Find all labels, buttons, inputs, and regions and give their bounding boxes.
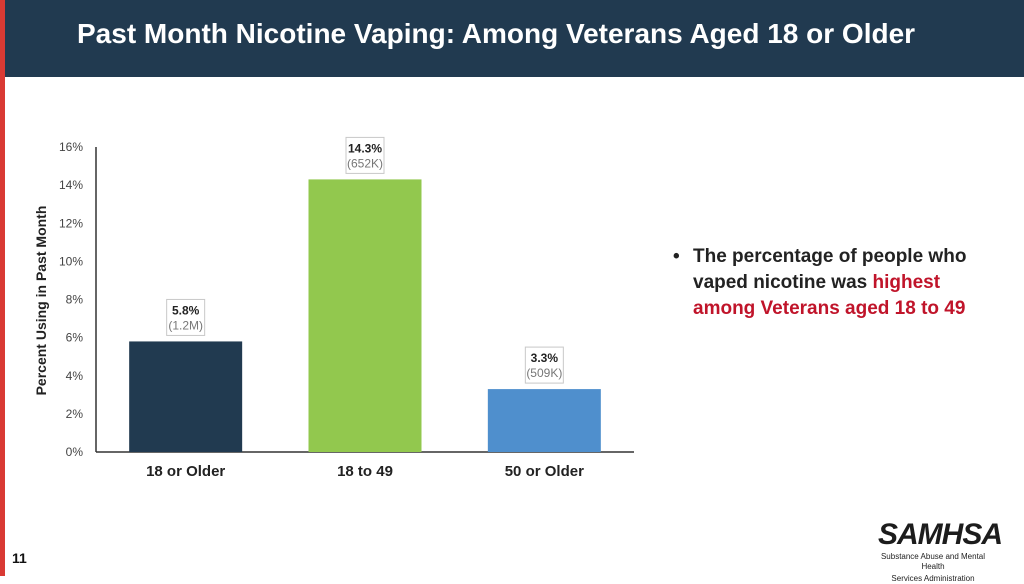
data-label-count: (1.2M) <box>168 318 203 332</box>
data-label-box <box>345 136 385 174</box>
y-tick-label: 12% <box>59 216 83 230</box>
accent-stripe <box>0 0 5 576</box>
logo-wordmark: SAMHSA <box>878 518 1003 551</box>
x-tick-label: 18 or Older <box>146 463 225 480</box>
data-label-box <box>524 346 564 384</box>
x-tick-label: 50 or Older <box>505 463 584 480</box>
y-tick-label: 4% <box>66 369 84 383</box>
data-label-value: 3.3% <box>531 351 559 365</box>
y-tick-label: 8% <box>66 293 84 307</box>
bar <box>308 179 422 452</box>
y-tick-label: 6% <box>66 331 84 345</box>
y-tick-label: 2% <box>66 407 84 421</box>
bullet-text-plain: The percentage of people who vaped nicot… <box>693 246 967 293</box>
data-label-count: (652K) <box>347 156 383 170</box>
y-tick-label: 16% <box>59 140 83 154</box>
y-tick-label: 14% <box>59 178 83 192</box>
bar <box>129 341 243 452</box>
y-axis-title: Percent Using in Past Month <box>33 206 49 396</box>
data-label-count: (509K) <box>526 366 562 380</box>
bullet-text: The percentage of people who vaped nicot… <box>693 244 1003 322</box>
x-tick-label: 18 to 49 <box>337 463 393 480</box>
data-label-value: 5.8% <box>172 303 200 317</box>
samhsa-logo: SAMHSA Substance Abuse and Mental Health… <box>878 518 1003 584</box>
data-label-value: 14.3% <box>348 141 382 155</box>
bullet-text-highlight: highest among Veterans aged 18 to 49 <box>693 272 966 319</box>
slide-title: Past Month Nicotine Vaping: Among Vetera… <box>77 18 916 49</box>
y-tick-label: 0% <box>66 445 84 459</box>
bullet-marker: • <box>673 246 680 267</box>
y-tick-label: 10% <box>59 254 83 268</box>
page-number: 11 <box>12 550 27 566</box>
bar <box>487 389 601 452</box>
slide-header: Past Month Nicotine Vaping: Among Vetera… <box>5 0 1024 77</box>
data-label-box <box>166 298 206 336</box>
logo-subtitle-line1: Substance Abuse and Mental Health <box>880 552 986 571</box>
